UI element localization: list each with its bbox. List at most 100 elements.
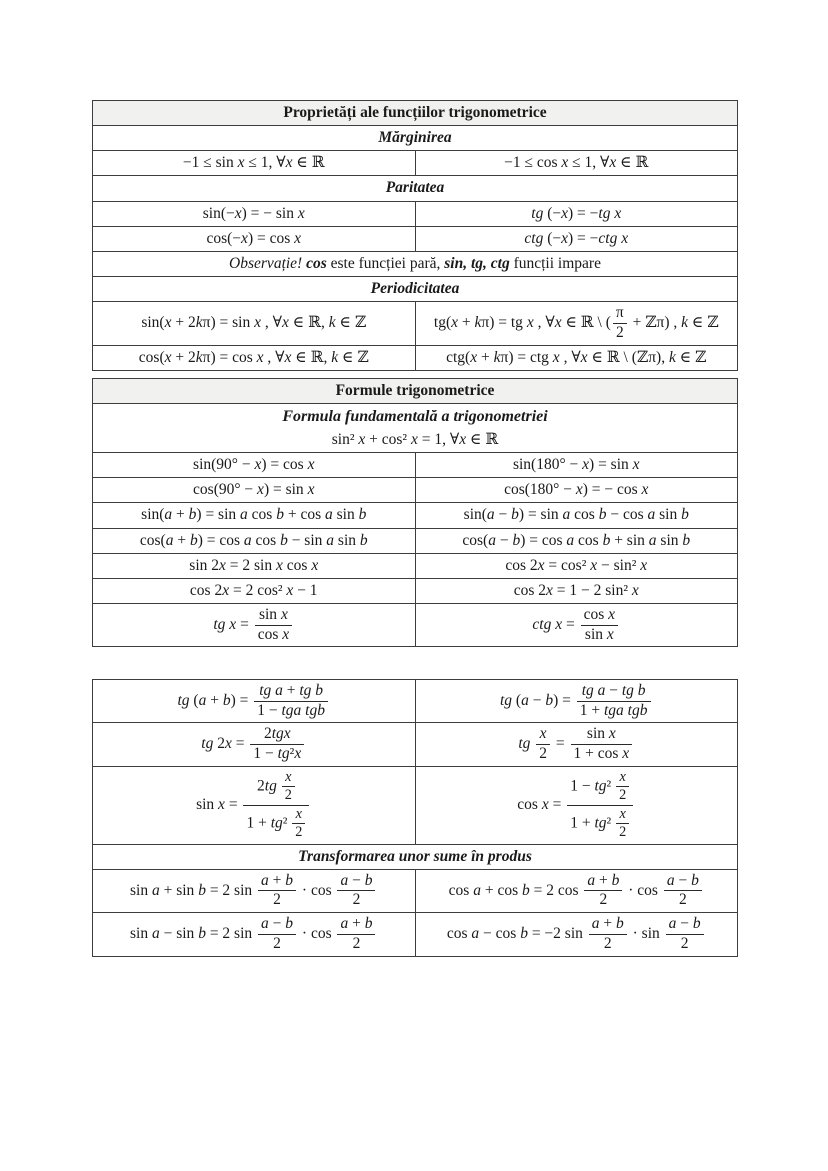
fraction-denominator: 2 bbox=[603, 934, 612, 952]
table-row: sin(a + b) = sin a cos b + cos a sin b si… bbox=[92, 502, 738, 529]
table-row: Mărginirea bbox=[92, 125, 738, 152]
text-segment: tg(x + kπ) = tg x , ∀x ∈ ℝ \ ( bbox=[433, 313, 611, 331]
math-variable: x bbox=[219, 556, 226, 574]
math-variable: x bbox=[619, 805, 626, 822]
note-cell: Observație! cos este funcției pară, sin,… bbox=[92, 250, 738, 277]
math-variable: a bbox=[243, 531, 252, 549]
table-row: sin(90° − x) = cos x sin(180° − x) = sin … bbox=[92, 452, 738, 479]
text-segment: · cos bbox=[624, 881, 662, 899]
math-variable: x bbox=[254, 456, 262, 474]
math-variable: b bbox=[691, 871, 699, 889]
formula-cell: tg(x + kπ) = tg x , ∀x ∈ ℝ \ (π 2 + ℤπ) ,… bbox=[414, 301, 738, 346]
math-variable: x bbox=[606, 625, 614, 643]
math-variable: tg a bbox=[259, 682, 283, 699]
formula-cell: sin(−x) = − sin x bbox=[92, 200, 416, 227]
math-variable: b bbox=[198, 924, 206, 942]
math-variable: x bbox=[254, 314, 261, 332]
math-variable: ctg bbox=[524, 229, 544, 247]
formula-cell: cos(180° − x) = − cos x bbox=[414, 477, 738, 504]
fraction-numerator: a − b bbox=[665, 915, 704, 935]
math-variable: tg bbox=[594, 814, 607, 832]
text-segment: cos x = bbox=[517, 795, 566, 813]
math-variable: k bbox=[195, 348, 203, 366]
math-variable: x bbox=[554, 313, 562, 331]
math-variable: b bbox=[598, 506, 607, 524]
formula-cell: sin(x + 2kπ) = sin x , ∀x ∈ ℝ, k ∈ ℤ bbox=[92, 301, 416, 346]
math-variable: a bbox=[164, 506, 173, 524]
math-variable: x bbox=[241, 229, 248, 247]
math-variable: b bbox=[512, 531, 521, 549]
fraction-denominator: 2 bbox=[599, 891, 608, 909]
math-variable: b bbox=[682, 531, 691, 549]
text-segment: = bbox=[552, 735, 569, 753]
math-variable: a bbox=[340, 871, 349, 889]
section-with-formula: Formula fundamentală a trigonometriei sin… bbox=[92, 403, 738, 454]
math-variable: b bbox=[364, 871, 373, 889]
math-variable: a bbox=[326, 531, 335, 549]
math-variable: a bbox=[648, 531, 657, 549]
fraction-denominator: 1 + cos x bbox=[573, 745, 630, 763]
math-variable: x bbox=[285, 768, 292, 785]
table-row: −1 ≤ sin x ≤ 1, ∀x ∈ ℝ −1 ≤ cos x ≤ 1, ∀x… bbox=[92, 150, 738, 177]
fraction-numerator: a + b bbox=[588, 915, 627, 935]
formula-cell: sin 2x = 2 sin x cos x bbox=[92, 552, 416, 579]
math-variable: x bbox=[537, 556, 545, 574]
math-variable: x bbox=[608, 605, 616, 623]
math-variable: tg bbox=[594, 777, 607, 795]
fraction-numerator: cos x bbox=[580, 605, 619, 626]
math-variable: x bbox=[294, 229, 302, 247]
text-segment: · sin bbox=[628, 924, 664, 942]
table-row: sin 2x = 2 sin x cos x cos 2x = cos² x − … bbox=[92, 552, 738, 579]
text-segment: cos a − cos b = −2 sin bbox=[446, 924, 587, 942]
emphasized-term: cos bbox=[306, 254, 327, 272]
formula-cell: −1 ≤ cos x ≤ 1, ∀x ∈ ℝ bbox=[414, 150, 738, 177]
math-variable: x bbox=[580, 348, 588, 366]
section-title: Mărginirea bbox=[92, 125, 738, 152]
math-variable: b bbox=[359, 531, 368, 549]
math-variable: x bbox=[282, 625, 290, 643]
math-variable: k bbox=[493, 348, 501, 366]
math-variable: b bbox=[364, 915, 373, 933]
math-variable: b bbox=[188, 506, 197, 524]
math-variable: a bbox=[151, 924, 160, 942]
math-variable: x bbox=[218, 795, 225, 813]
fraction-denominator: 1 − tg²x bbox=[253, 745, 302, 763]
fraction-numerator: 2tgx bbox=[250, 726, 305, 746]
fraction: 2tgx 1 − tg²x bbox=[250, 726, 305, 763]
text-segment: sin x = bbox=[196, 795, 242, 813]
math-variable: b bbox=[280, 531, 288, 549]
formula-cell: sin(a + b) = sin a cos b + cos a sin b bbox=[92, 502, 416, 529]
text-segment: sin a − sin b = 2 sin bbox=[130, 924, 257, 942]
math-variable: b bbox=[520, 924, 528, 942]
formula-cell: sin(a − b) = sin a cos b − cos a sin b bbox=[414, 502, 738, 529]
formula-cell: cos(x + 2kπ) = cos x , ∀x ∈ ℝ, k ∈ ℤ bbox=[92, 344, 416, 371]
formula-cell: sin(180° − x) = sin x bbox=[414, 452, 738, 479]
math-variable: b bbox=[285, 871, 294, 889]
text-segment: ctg x = bbox=[532, 615, 579, 633]
fraction-numerator: tg a + tg b bbox=[254, 682, 328, 702]
math-variable: x bbox=[358, 430, 366, 448]
text-segment: sin a + sin b = 2 sin bbox=[130, 881, 257, 899]
math-variable: a bbox=[562, 506, 571, 524]
math-variable: tg a bbox=[581, 682, 606, 699]
math-variable: x bbox=[590, 556, 598, 574]
text-segment: + ℤπ) , k ∈ ℤ bbox=[628, 313, 719, 331]
math-variable: x bbox=[609, 154, 617, 172]
fraction-denominator: sin x bbox=[584, 625, 614, 643]
math-variable: x bbox=[237, 154, 245, 172]
table-row: Formule trigonometrice bbox=[92, 377, 738, 405]
fraction-denominator: 2 bbox=[678, 891, 687, 909]
math-variable: tg bbox=[270, 814, 283, 832]
properties-table: Proprietăți ale funcțiilor trigonometric… bbox=[92, 99, 738, 371]
